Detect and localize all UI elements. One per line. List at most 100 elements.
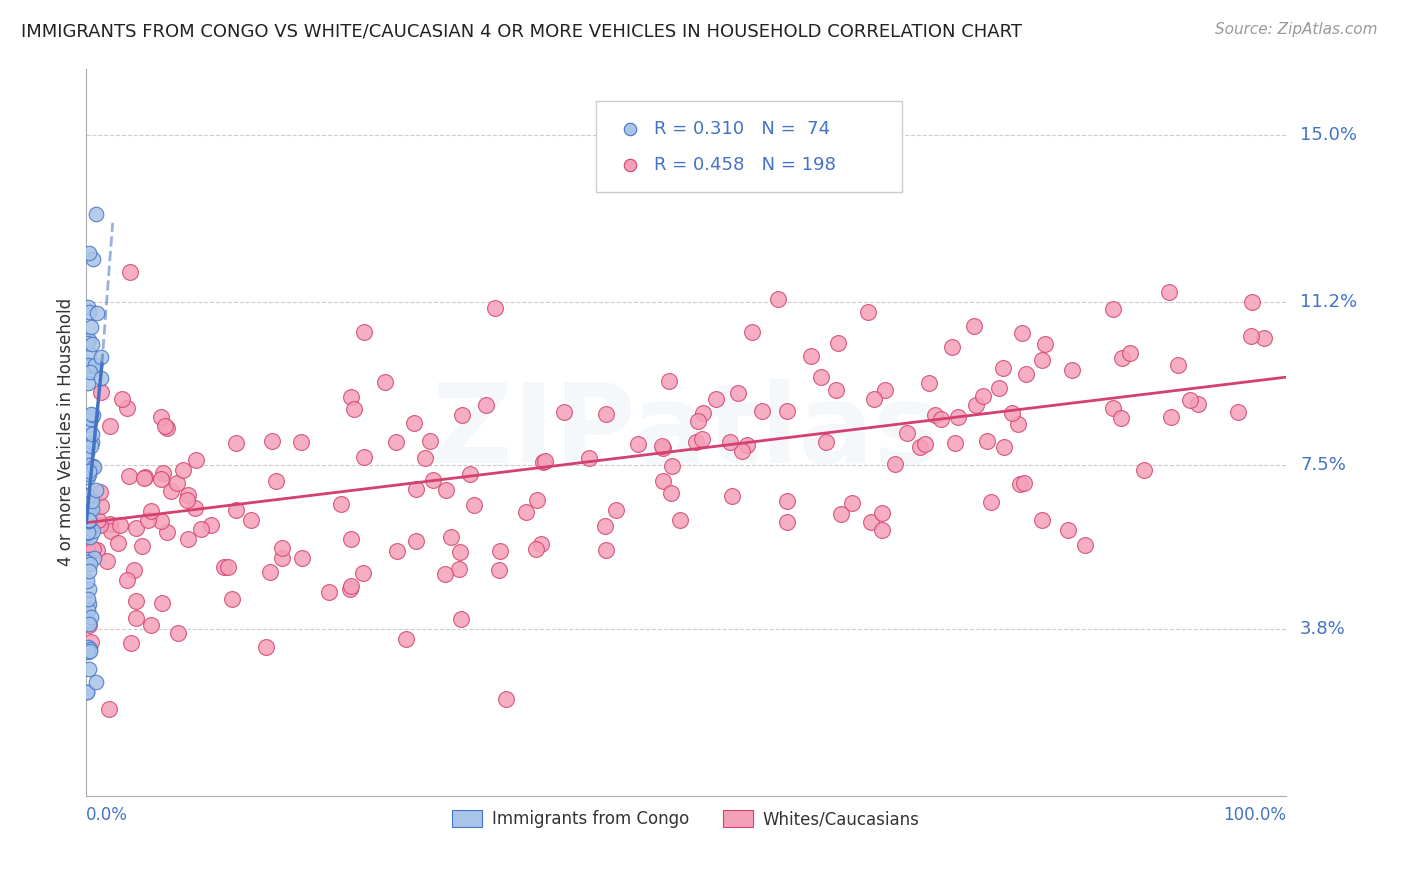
Point <box>1109 410 1132 425</box>
Point <box>449 562 471 576</box>
Point <box>1060 363 1083 377</box>
Point <box>184 453 207 467</box>
Point <box>419 434 441 449</box>
Point <box>1160 410 1182 425</box>
FancyBboxPatch shape <box>596 102 901 192</box>
Point <box>86 512 108 526</box>
Point <box>259 565 281 579</box>
Point <box>100 524 122 538</box>
Point <box>79 644 101 658</box>
Point <box>721 489 744 503</box>
Point <box>924 408 946 422</box>
Point <box>90 499 112 513</box>
Point <box>77 304 100 318</box>
Point <box>1007 417 1029 432</box>
Point <box>80 319 103 334</box>
Point <box>340 532 363 546</box>
Point <box>814 434 837 449</box>
Point <box>79 564 101 578</box>
Point <box>530 537 553 551</box>
Point <box>980 495 1002 509</box>
Point <box>768 292 790 306</box>
Point <box>153 418 176 433</box>
Point <box>77 662 100 676</box>
Point <box>76 685 98 699</box>
Point <box>475 398 498 412</box>
Text: 7.5%: 7.5% <box>1301 457 1346 475</box>
Point <box>776 404 799 418</box>
Point <box>76 541 98 556</box>
Text: IMMIGRANTS FROM CONGO VS WHITE/CAUCASIAN 4 OR MORE VEHICLES IN HOUSEHOLD CORRELA: IMMIGRANTS FROM CONGO VS WHITE/CAUCASIAN… <box>21 22 1022 40</box>
Point <box>841 496 863 510</box>
Point <box>450 409 472 423</box>
Point <box>79 411 101 425</box>
Point <box>139 504 162 518</box>
Point <box>79 558 101 572</box>
Point <box>735 438 758 452</box>
Point <box>692 432 714 446</box>
Point <box>659 485 682 500</box>
Point <box>90 371 112 385</box>
Point <box>395 632 418 647</box>
Point <box>458 467 481 482</box>
Point <box>80 610 103 624</box>
Point <box>80 411 103 425</box>
Point <box>1119 346 1142 360</box>
Point <box>77 458 100 472</box>
Point <box>89 484 111 499</box>
Point <box>77 551 100 566</box>
Text: 100.0%: 100.0% <box>1223 805 1285 823</box>
Point <box>98 419 121 434</box>
Point <box>107 536 129 550</box>
Point <box>976 434 998 448</box>
Point <box>225 503 247 517</box>
Point <box>1031 352 1053 367</box>
Point <box>122 563 145 577</box>
Text: ZIPatlas: ZIPatlas <box>432 379 939 486</box>
Point <box>77 618 100 632</box>
Point <box>405 534 427 549</box>
Point <box>166 626 188 640</box>
Point <box>225 435 247 450</box>
Point <box>77 505 100 519</box>
Point <box>79 359 101 373</box>
Point <box>150 596 173 610</box>
Point <box>658 374 681 388</box>
Point <box>669 513 692 527</box>
Point <box>991 361 1014 376</box>
Point <box>352 566 374 580</box>
Point <box>704 392 727 406</box>
Point <box>200 518 222 533</box>
Y-axis label: 4 or more Vehicles in Household: 4 or more Vehicles in Household <box>58 298 75 566</box>
Point <box>166 475 188 490</box>
Point <box>86 543 108 558</box>
Point <box>449 545 471 559</box>
Point <box>993 440 1015 454</box>
Point <box>751 403 773 417</box>
Point <box>1187 397 1209 411</box>
Point <box>79 493 101 508</box>
Point <box>661 458 683 473</box>
Point <box>240 513 263 527</box>
Point <box>97 702 120 716</box>
Point <box>593 519 616 533</box>
Point <box>1111 351 1133 366</box>
Point <box>77 513 100 527</box>
Point <box>80 494 103 508</box>
Point <box>80 520 103 534</box>
Point <box>1178 392 1201 407</box>
Point <box>77 301 100 315</box>
Point <box>77 592 100 607</box>
Point <box>90 351 112 365</box>
Point <box>79 617 101 632</box>
Point <box>136 514 159 528</box>
Point <box>1240 294 1263 309</box>
Point <box>1159 285 1181 299</box>
Point <box>79 490 101 504</box>
Point <box>221 591 243 606</box>
Point <box>82 524 104 539</box>
Point <box>929 412 952 426</box>
Point <box>150 409 173 424</box>
Point <box>217 559 239 574</box>
Point <box>150 514 173 528</box>
